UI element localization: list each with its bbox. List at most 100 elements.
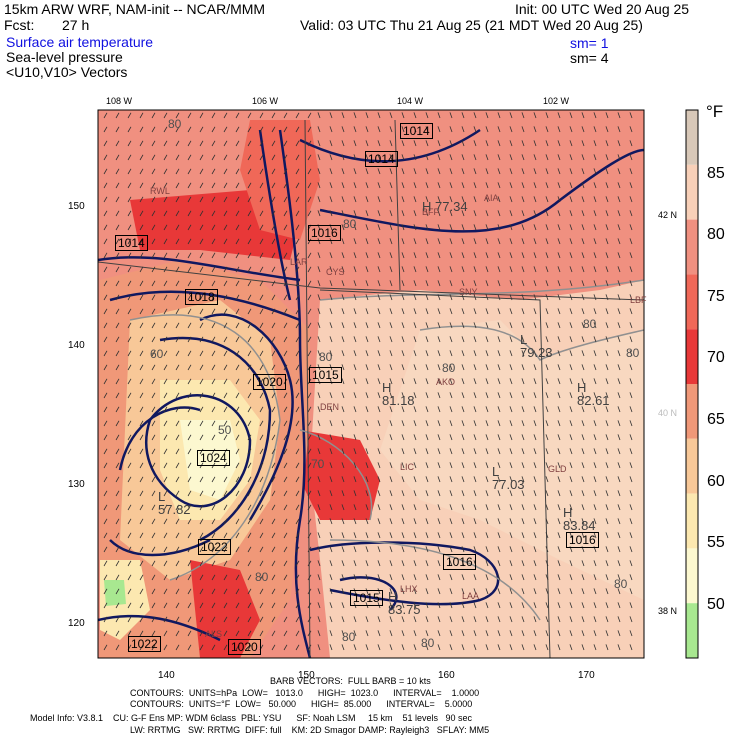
wind-barb [365, 420, 369, 427]
wind-barb [247, 196, 252, 203]
wind-barb [247, 532, 252, 539]
wind-barb [115, 448, 120, 455]
wind-barb [259, 546, 264, 553]
wind-barb [115, 434, 120, 441]
wind-barb [295, 518, 300, 525]
wind-barb [581, 196, 585, 203]
wind-barb [139, 644, 144, 651]
wind-barb [617, 238, 621, 245]
wind-barb [461, 140, 465, 147]
wind-barb [533, 434, 537, 441]
wind-barb [187, 224, 192, 231]
wind-barb [163, 616, 168, 623]
wind-barb [365, 490, 369, 497]
colorbar-label-60: 60 [707, 473, 725, 490]
wind-barb [569, 294, 573, 301]
wind-barb [401, 196, 405, 203]
wind-barb [187, 322, 192, 329]
wind-barb [175, 182, 180, 189]
wind-barb [175, 266, 180, 273]
wind-barb [199, 490, 204, 497]
wind-barb [247, 280, 252, 287]
wind-barb [569, 252, 573, 259]
wind-barb [211, 266, 216, 273]
wind-barb [437, 238, 441, 245]
wind-barb [401, 532, 405, 539]
wind-barb [127, 378, 132, 385]
wind-barb [629, 308, 633, 315]
wind-barb [557, 406, 561, 413]
wind-barb [425, 560, 429, 567]
wind-barb [473, 378, 477, 385]
wind-barb [569, 518, 573, 525]
wind-barb [211, 126, 216, 133]
wind-barb [509, 420, 513, 427]
wind-barb [175, 350, 180, 357]
wind-barb [151, 602, 156, 609]
wind-barb [353, 476, 357, 483]
wind-barb [329, 462, 333, 469]
wind-barb [497, 420, 501, 427]
wind-barb [569, 448, 573, 455]
wind-barb [629, 168, 633, 175]
wind-barb [581, 476, 585, 483]
wind-barb [449, 504, 453, 511]
wind-barb [473, 350, 477, 357]
wind-barb [593, 448, 597, 455]
wind-barb [223, 406, 228, 413]
station-lic: LIC [400, 462, 415, 472]
wind-barb [497, 518, 501, 525]
wind-barb [115, 616, 120, 623]
wind-barb [557, 588, 561, 595]
wind-barb [545, 308, 549, 315]
wind-barb [461, 434, 465, 441]
wind-barb [127, 182, 132, 189]
wind-barb [211, 308, 216, 315]
wind-barb [377, 546, 381, 553]
wind-barb [247, 266, 252, 273]
wind-barb [365, 210, 369, 217]
wind-barb [365, 546, 369, 553]
wind-barb [437, 154, 441, 161]
wind-barb [629, 588, 633, 595]
wind-barb [307, 210, 312, 217]
wind-barb [341, 350, 345, 357]
wind-barb [629, 294, 633, 301]
low-marker: L 57.82 [158, 489, 191, 517]
wind-barb [175, 112, 180, 119]
wind-barb [139, 630, 144, 637]
wind-barb [175, 546, 180, 553]
wind-barb [521, 210, 525, 217]
wind-barb [629, 518, 633, 525]
wind-barb [593, 266, 597, 273]
wind-barb [115, 420, 120, 427]
wind-barb [329, 252, 333, 259]
wind-barb [545, 392, 549, 399]
wind-barb [271, 322, 276, 329]
wind-barb [353, 364, 357, 371]
wind-barb [115, 154, 120, 161]
wind-barb [283, 168, 288, 175]
wind-barb [545, 336, 549, 343]
wind-barb [509, 546, 513, 553]
wind-barb [163, 224, 168, 231]
wind-barb [413, 238, 417, 245]
wind-barb [389, 588, 393, 595]
wind-barb [103, 448, 108, 455]
wind-barb [605, 336, 609, 343]
wind-barb [377, 308, 381, 315]
wind-barb [163, 126, 168, 133]
wind-barb [413, 126, 417, 133]
wind-barb [617, 168, 621, 175]
wind-barb [103, 518, 108, 525]
wind-barb [353, 420, 357, 427]
wind-barb [545, 154, 549, 161]
wind-barb [629, 644, 633, 651]
wind-barb [425, 602, 429, 609]
wind-barb [199, 252, 204, 259]
wind-barb [259, 616, 264, 623]
wind-barb [413, 168, 417, 175]
wind-barb [461, 168, 465, 175]
wind-barb [473, 630, 477, 637]
wind-barb [295, 364, 300, 371]
